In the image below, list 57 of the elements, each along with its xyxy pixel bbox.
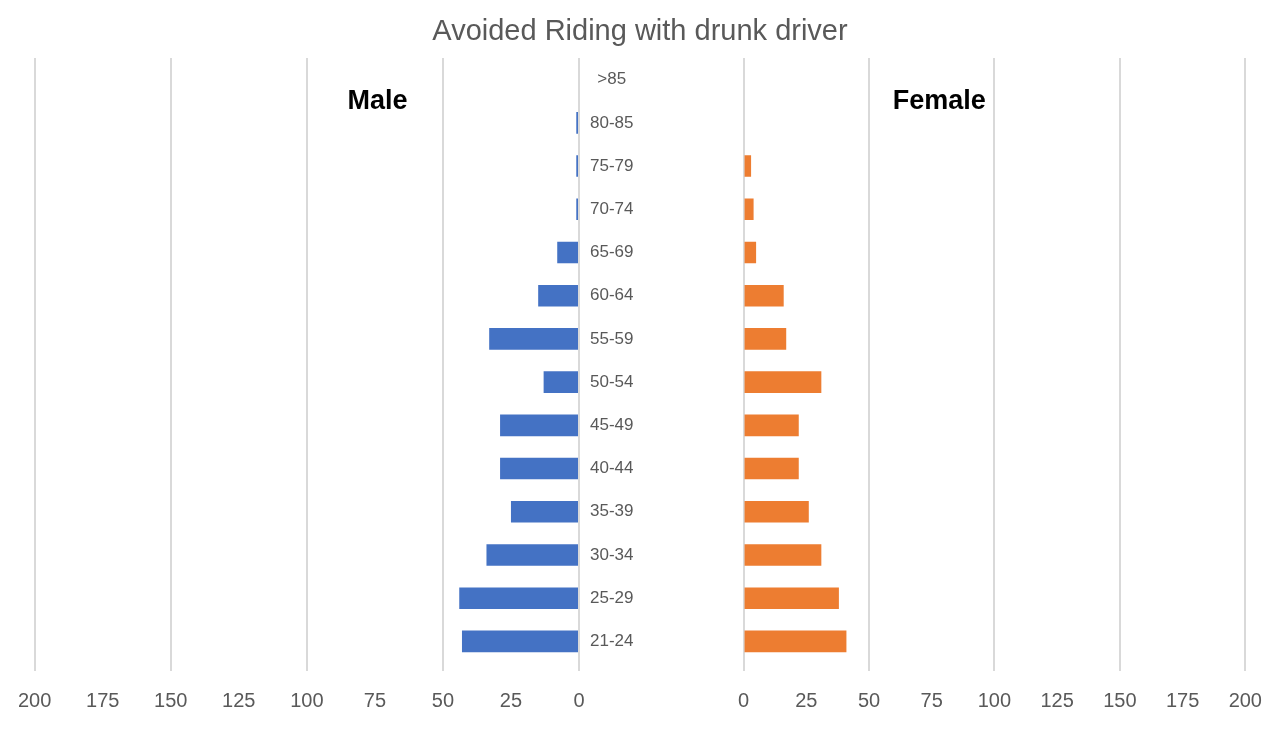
bar [461,630,578,653]
x-tick-label: 50 [857,688,881,711]
text: Male [347,85,408,116]
x-tick-label: 150 [154,688,188,711]
bar [744,198,754,221]
y-tick-label: 35-39 [590,501,634,521]
x-tick-label: 100 [977,688,1012,711]
y-tick-label: >85 [597,69,627,89]
x-tick-label: 175 [1165,688,1200,711]
bar [489,328,578,350]
x-tick-label: 0 [738,688,750,711]
bar [500,414,578,437]
x-tick-label: 200 [18,688,52,711]
bar [744,371,822,393]
bar [744,284,784,307]
y-tick-label: 40-44 [590,458,634,478]
y-tick-label: 30-34 [590,544,634,564]
bar [486,544,578,566]
x-tick-label: 125 [1040,688,1074,711]
y-tick-label: 50-54 [590,371,634,391]
x-tick-label: 25 [499,688,523,711]
y-tick-label: 21-24 [590,631,634,651]
bar [744,544,822,566]
x-tick-label: 175 [86,688,120,711]
text: Female [892,85,986,116]
bar [538,284,578,307]
y-tick-label: 45-49 [590,415,634,435]
bar [744,457,799,480]
text: Avoided Riding with drunk driver [431,14,849,47]
x-tick-label: 100 [290,688,324,711]
x-tick-label: 25 [795,688,818,711]
x-tick-label: 150 [1103,688,1137,711]
x-tick-label: 200 [1228,688,1262,711]
y-tick-label: 55-59 [590,328,634,348]
x-tick-label: 125 [222,688,256,711]
x-tick-label: 50 [431,688,455,711]
bar [557,241,578,264]
y-tick-label: 75-79 [590,155,634,175]
bar [744,155,752,177]
bar [744,414,799,437]
y-tick-label: 60-64 [590,285,634,305]
bar [744,630,847,653]
bar [744,241,757,264]
y-tick-label: 80-85 [590,112,634,132]
y-tick-label: 25-29 [590,587,634,607]
bar [500,457,578,480]
bar [510,500,578,523]
x-tick-label: 0 [573,688,585,711]
bar [543,371,578,393]
bar [459,587,578,609]
bar [744,500,809,523]
y-tick-label: 65-69 [590,242,634,262]
y-tick-label: 70-74 [590,198,634,218]
x-tick-label: 75 [920,688,943,711]
bar [744,328,787,350]
bar [744,587,839,609]
x-tick-label: 75 [363,688,387,711]
